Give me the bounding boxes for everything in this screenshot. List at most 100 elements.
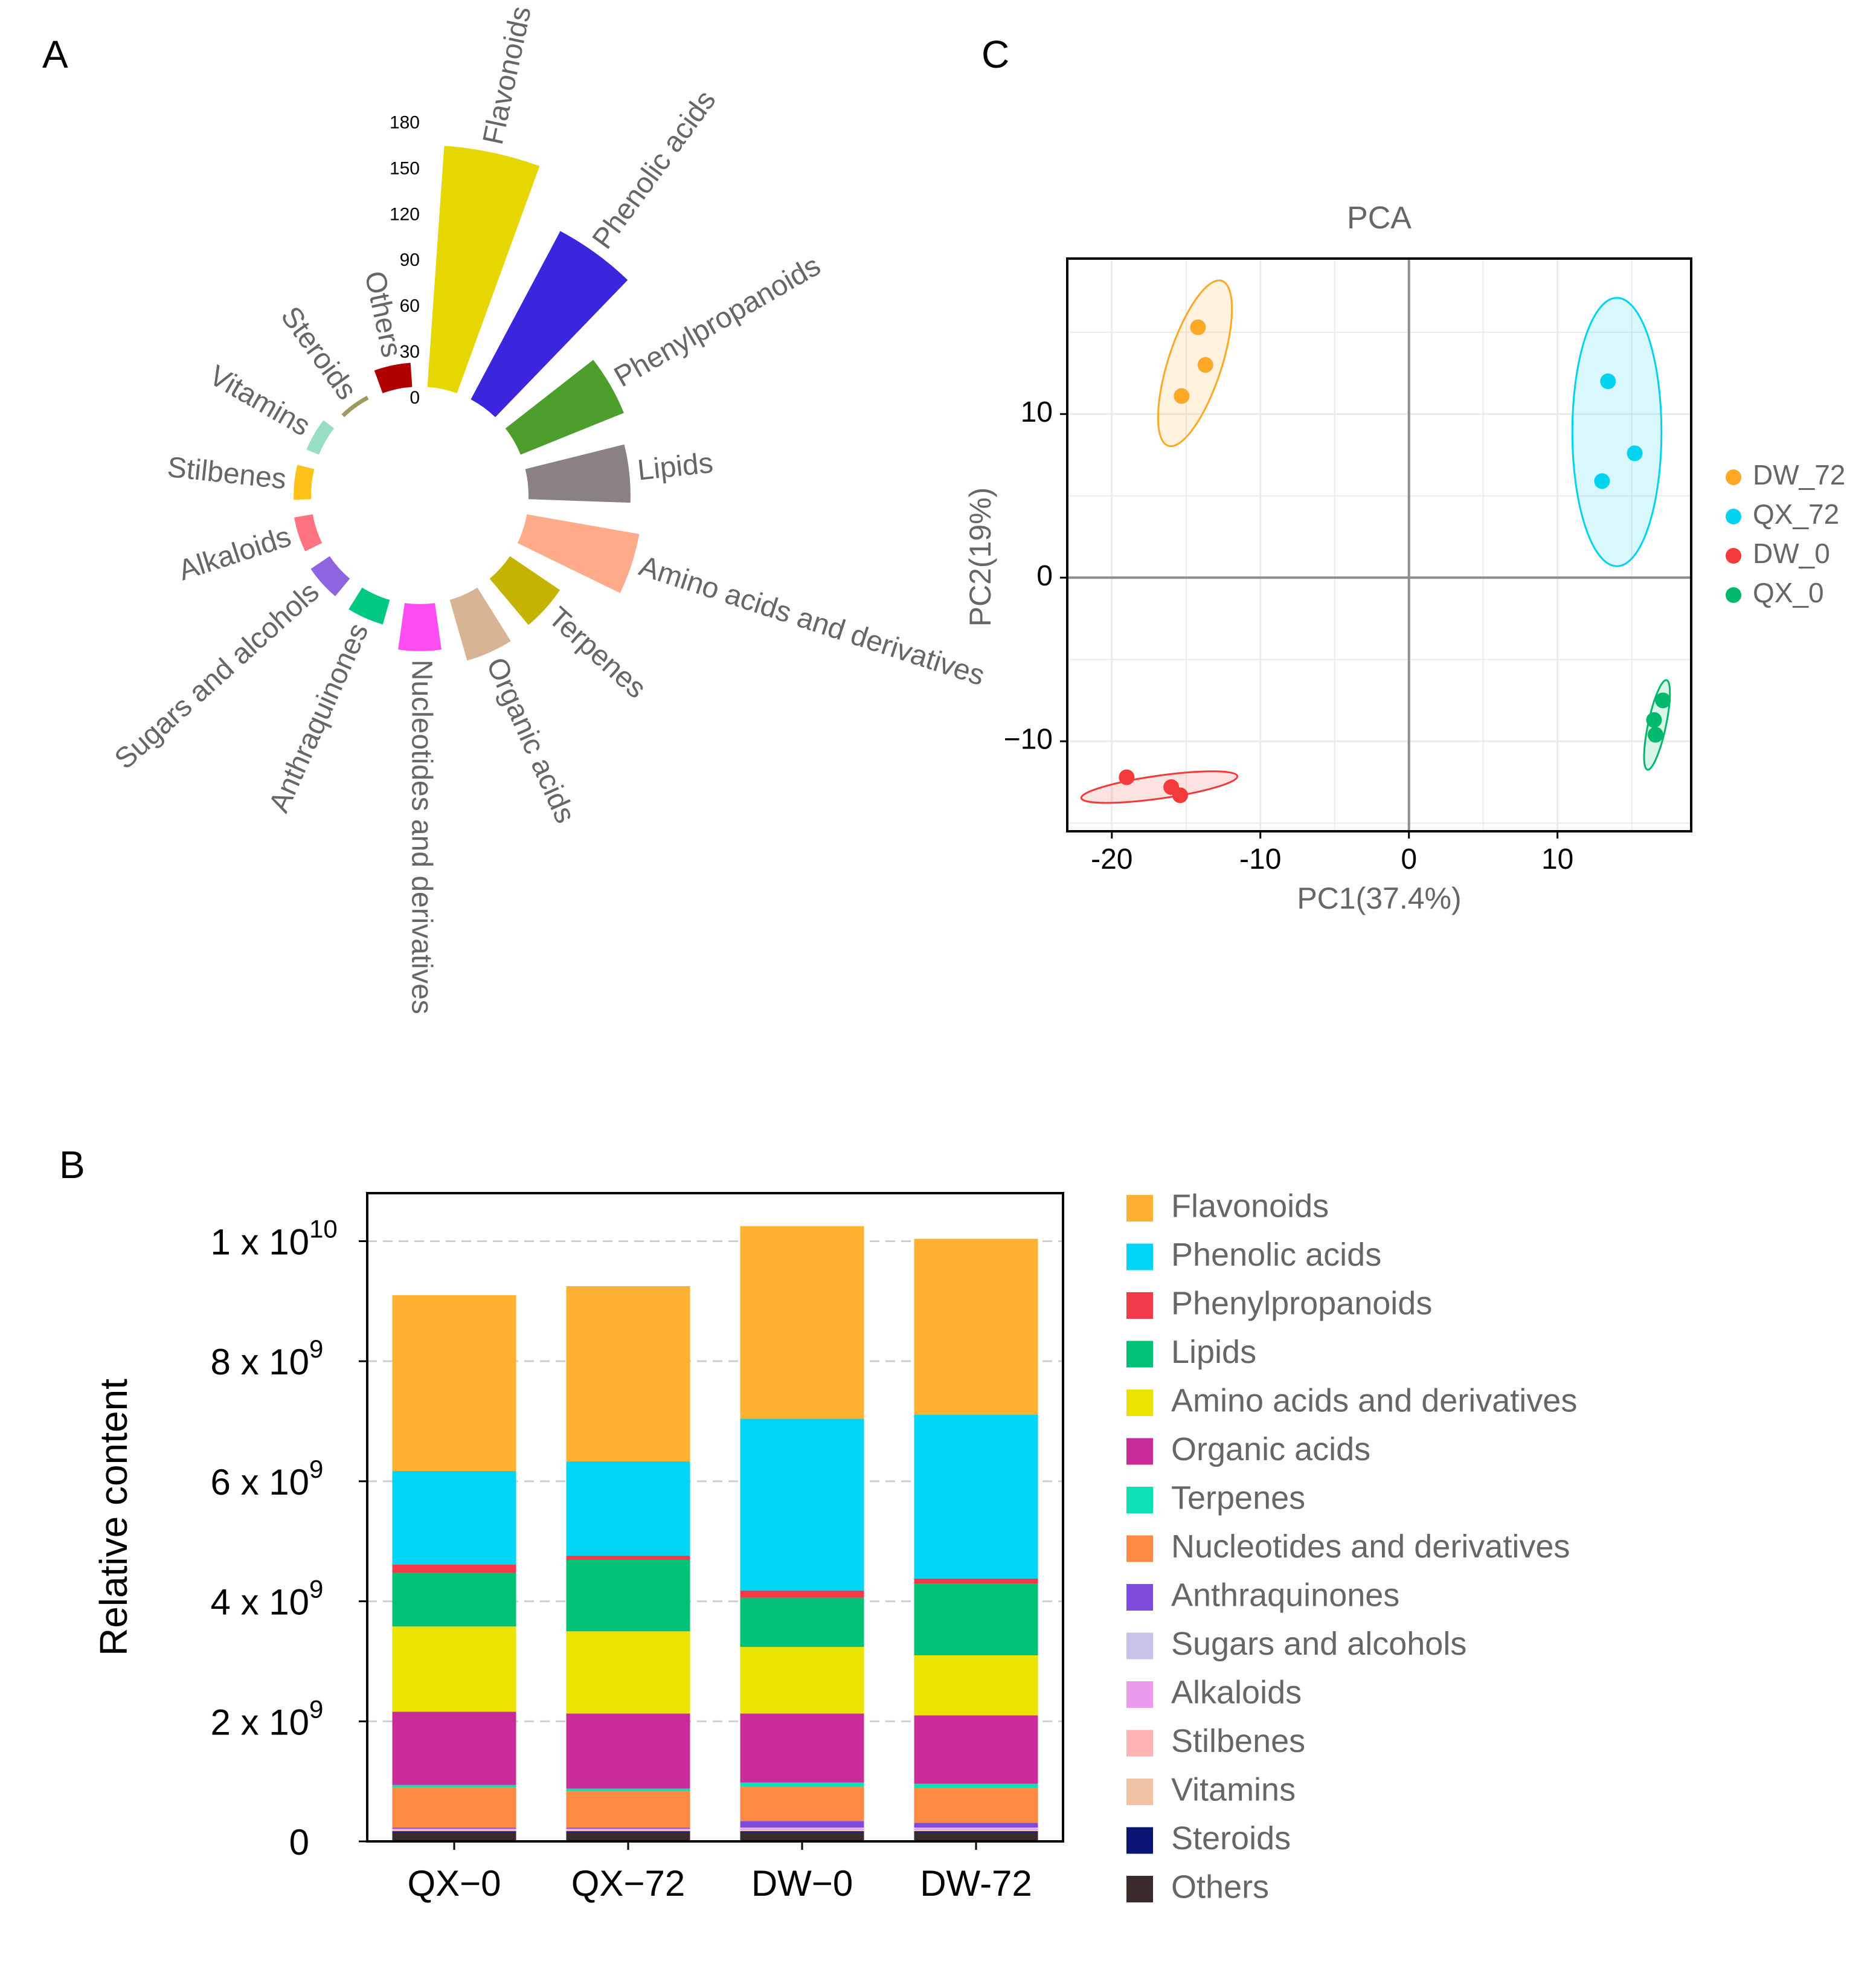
data-point-dw-0 <box>1119 769 1135 785</box>
legend-label-amino-acids-and-derivatives: Amino acids and derivatives <box>1171 1382 1577 1418</box>
bar-segment-others <box>392 1832 516 1841</box>
bar-segment-anthraquinones <box>566 1827 690 1829</box>
x-tick-label: -20 <box>1091 843 1132 875</box>
legend-label-qx-72: QX_72 <box>1753 498 1839 530</box>
bar-segment-lipids <box>914 1583 1038 1656</box>
bar-segment-phenylpropanoids <box>740 1590 864 1598</box>
bar-segment-lipids <box>566 1560 690 1632</box>
bar-segment-amino-acids-and-derivatives <box>914 1655 1038 1716</box>
bar-segment-amino-acids-and-derivatives <box>566 1631 690 1714</box>
y-tick-label: 2 x 10 <box>211 1702 309 1742</box>
y-axis-title: PC2(19%) <box>963 488 997 627</box>
radial-label-stilbenes: Stilbenes <box>165 451 288 495</box>
panel-letter-a: A <box>42 33 68 76</box>
x-tick-label: -10 <box>1239 843 1281 875</box>
radial-label-amino-acids-and-derivatives: Amino acids and derivatives <box>635 550 989 692</box>
y-tick-label: 10 <box>1021 396 1053 428</box>
data-point-qx-72 <box>1600 373 1616 390</box>
bar-segment-steroids <box>914 1831 1038 1833</box>
bar-segment-nucleotides-and-derivatives <box>392 1787 516 1828</box>
radial-label-alkaloids: Alkaloids <box>175 521 295 587</box>
bar-segment-organic-acids <box>914 1715 1038 1784</box>
bar-segment-lipids <box>740 1597 864 1647</box>
radial-bar-anthraquinones <box>349 587 390 625</box>
legend-label-alkaloids: Alkaloids <box>1171 1674 1302 1710</box>
radial-bar-terpenes <box>489 556 561 625</box>
bar-segment-flavonoids <box>740 1226 864 1419</box>
bar-segment-stilbenes <box>392 1830 516 1831</box>
legend-label-sugars-and-alcohols: Sugars and alcohols <box>1171 1626 1466 1662</box>
legend-label-nucleotides-and-derivatives: Nucleotides and derivatives <box>1171 1528 1570 1565</box>
bar-segment-alkaloids <box>566 1829 690 1831</box>
legend-marker-qx-0 <box>1726 587 1741 603</box>
y-tick-exponent: 9 <box>309 1575 323 1603</box>
bar-segment-phenolic-acids <box>566 1461 690 1556</box>
legend-marker-qx-72 <box>1726 509 1741 524</box>
x-tick-label: DW-72 <box>920 1863 1032 1904</box>
radial-bar-flavonoids <box>427 146 540 393</box>
legend-marker-dw-72 <box>1726 469 1741 485</box>
legend-label-flavonoids: Flavonoids <box>1171 1188 1329 1224</box>
legend-swatch-vitamins <box>1126 1779 1153 1805</box>
data-point-dw-72 <box>1190 319 1206 335</box>
legend-swatch-nucleotides-and-derivatives <box>1126 1535 1153 1562</box>
bar-segment-alkaloids <box>392 1829 516 1831</box>
bar-segment-terpenes <box>392 1785 516 1788</box>
bar-segment-sugars-and-alcohols <box>740 1827 864 1829</box>
radial-tick-label: 150 <box>390 158 420 178</box>
y-tick-label: 0 <box>289 1822 309 1863</box>
bar-segment-steroids <box>392 1831 516 1833</box>
radial-label-terpenes: Terpenes <box>542 601 652 705</box>
bar-segment-steroids <box>740 1831 864 1833</box>
radial-bar-vitamins <box>306 420 335 455</box>
data-point-dw-72 <box>1174 388 1190 404</box>
bar-segment-others <box>566 1832 690 1841</box>
pca-scatter-chart: -20 -10 0 10 −10 0 10 PCA PC1(37.4%) PC2(19%) DW_7… <box>963 201 1845 915</box>
radial-label-anthraquinones: Anthraquinones <box>263 619 374 817</box>
data-point-qx-72 <box>1627 445 1643 462</box>
confidence-ellipse-dw-72 <box>1157 279 1233 448</box>
bar-segment-anthraquinones <box>740 1821 864 1828</box>
y-tick-exponent: 9 <box>309 1455 323 1483</box>
x-tick-label: QX−0 <box>407 1863 501 1904</box>
radial-tick-label: 120 <box>390 204 420 224</box>
legend-marker-dw-0 <box>1726 548 1741 564</box>
legend-label-dw-0: DW_0 <box>1753 538 1830 569</box>
data-point-qx-0 <box>1646 712 1662 728</box>
radial-bar-amino-acids-and-derivatives <box>517 514 640 593</box>
plot-background <box>1067 259 1691 831</box>
x-tick-label: 0 <box>1401 843 1417 875</box>
x-tick-label: 10 <box>1541 843 1573 875</box>
plot-frame <box>1066 257 1692 832</box>
legend-label-dw-72: DW_72 <box>1753 459 1845 491</box>
y-axis-title: Relative content <box>92 1379 135 1656</box>
legend-label-lipids: Lipids <box>1171 1334 1256 1370</box>
bar-segment-terpenes <box>566 1788 690 1791</box>
radial-tick-label: 30 <box>400 342 420 362</box>
legend-label-vitamins: Vitamins <box>1171 1771 1296 1808</box>
bar-segment-flavonoids <box>392 1295 516 1471</box>
bar-segment-flavonoids <box>566 1286 690 1462</box>
legend-label-terpenes: Terpenes <box>1171 1480 1305 1516</box>
legend-swatch-sugars-and-alcohols <box>1126 1632 1153 1660</box>
bar-segment-amino-acids-and-derivatives <box>392 1626 516 1712</box>
bar-segment-amino-acids-and-derivatives <box>740 1647 864 1714</box>
bar-segment-terpenes <box>914 1783 1038 1788</box>
radial-label-flavonoids: Flavonoids <box>477 4 538 147</box>
bar-segment-phenylpropanoids <box>566 1556 690 1560</box>
radial-label-phenolic-acids: Phenolic acids <box>586 85 722 255</box>
y-tick-exponent: 9 <box>309 1695 323 1723</box>
legend-label-stilbenes: Stilbenes <box>1171 1723 1305 1759</box>
plot-frame <box>366 1192 1064 1843</box>
radial-bar-others <box>374 362 413 393</box>
bar-segment-lipids <box>392 1573 516 1627</box>
data-point-qx-72 <box>1594 473 1610 489</box>
bar-segment-organic-acids <box>740 1713 864 1783</box>
bar-segment-alkaloids <box>740 1829 864 1831</box>
legend-swatch-organic-acids <box>1126 1438 1153 1465</box>
radial-bar-phenylpropanoids <box>505 359 624 455</box>
legend-label-anthraquinones: Anthraquinones <box>1171 1577 1399 1613</box>
bar-segment-organic-acids <box>566 1713 690 1789</box>
y-tick-label: 0 <box>1036 560 1053 592</box>
